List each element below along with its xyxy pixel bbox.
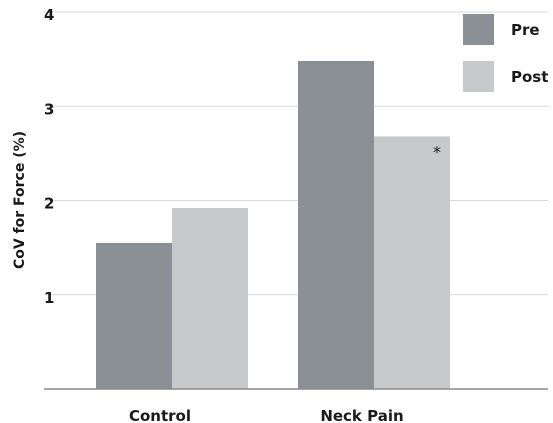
y-tick-label-1: 1: [44, 289, 54, 307]
y-tick-label-3: 3: [44, 100, 54, 118]
legend-swatch-post: [463, 61, 494, 92]
bar-control-post: [172, 208, 248, 389]
annotations: *: [433, 142, 441, 161]
y-tick-label-4: 4: [44, 6, 54, 24]
bar-neck-pain-pre: [298, 61, 374, 389]
legend-swatch-pre: [463, 14, 494, 45]
bar-control-pre: [96, 242, 172, 389]
x-tick-label-control: Control: [129, 407, 191, 423]
bar-neck-pain-post: [374, 136, 450, 389]
legend-label-post: Post: [511, 68, 548, 86]
legend: Pre Post: [463, 14, 548, 92]
y-axis-label: CoV for Force (%): [12, 131, 28, 269]
bars: [96, 61, 450, 389]
x-tick-label-neck-pain: Neck Pain: [320, 407, 403, 423]
category-labels: Control Neck Pain: [129, 407, 404, 423]
gridlines: [44, 11, 548, 296]
y-tick-label-2: 2: [44, 195, 54, 213]
legend-label-pre: Pre: [511, 21, 540, 39]
y-tick-labels: 1 2 3 4: [44, 6, 54, 307]
significance-asterisk: *: [433, 142, 441, 161]
